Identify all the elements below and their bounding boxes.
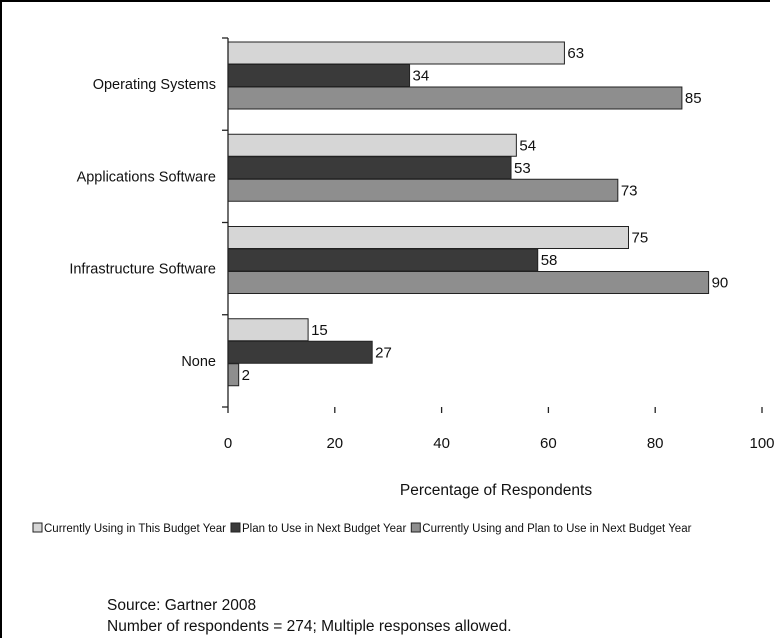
bar-applications-software-series-3 — [227, 178, 619, 202]
bar-applications-software-series-1 — [227, 133, 517, 157]
category-label-applications-software: Applications Software — [77, 169, 216, 185]
data-label-applications-software-series-1: 54 — [519, 137, 536, 154]
bar-operating-systems-series-1 — [227, 41, 565, 65]
source-line: Source: Gartner 2008 — [107, 597, 257, 614]
category-label-infrastructure-software: Infrastructure Software — [69, 262, 216, 278]
legend-swatch-series-3 — [410, 522, 421, 533]
data-label-none-series-1: 15 — [311, 322, 328, 339]
x-tick-label-40: 40 — [433, 435, 450, 452]
axes-layer: 0 20 40 60 80 100 — [222, 37, 775, 452]
respondents-note: Number of respondents = 274; Multiple re… — [107, 618, 512, 635]
category-label-operating-systems: Operating Systems — [93, 77, 216, 93]
legend-label-series-2: Plan to Use in Next Budget Year — [242, 523, 406, 535]
data-label-operating-systems-series-1: 63 — [567, 45, 584, 62]
bar-none-series-1 — [227, 318, 309, 342]
data-label-operating-systems-series-2: 34 — [413, 68, 430, 85]
data-label-infrastructure-software-series-2: 58 — [541, 252, 558, 269]
x-tick-label-0: 0 — [224, 435, 232, 452]
data-label-none-series-3: 2 — [242, 367, 250, 384]
bars-layer — [227, 41, 710, 387]
legend-label-series-3: Currently Using and Plan to Use in Next … — [422, 523, 691, 535]
x-tick-label-20: 20 — [326, 435, 343, 452]
x-tick-label-100: 100 — [749, 435, 774, 452]
data-label-infrastructure-software-series-1: 75 — [632, 230, 649, 247]
legend-swatch-series-1 — [32, 522, 43, 533]
bar-applications-software-series-2 — [227, 156, 512, 180]
bar-infrastructure-software-series-1 — [227, 226, 629, 249]
category-label-none: None — [181, 354, 216, 370]
bar-operating-systems-series-3 — [227, 86, 683, 110]
legend: Currently Using in This Budget Year Plan … — [32, 522, 692, 535]
bar-infrastructure-software-series-2 — [227, 248, 539, 272]
bar-infrastructure-software-series-3 — [227, 271, 710, 294]
data-label-none-series-2: 27 — [375, 344, 392, 361]
labels-layer: 63 34 85 Operating Systems 54 53 73 Application… — [69, 45, 728, 384]
x-tick-label-80: 80 — [647, 435, 664, 452]
data-label-operating-systems-series-3: 85 — [685, 90, 702, 107]
bar-none-series-2 — [227, 340, 373, 364]
bar-none-series-3 — [227, 363, 240, 387]
x-axis-title: Percentage of Respondents — [400, 482, 592, 499]
bar-operating-systems-series-2 — [227, 64, 411, 87]
x-tick-label-60: 60 — [540, 435, 557, 452]
data-label-infrastructure-software-series-3: 90 — [712, 275, 729, 292]
legend-swatch-series-2 — [230, 522, 241, 533]
legend-label-series-1: Currently Using in This Budget Year — [44, 523, 226, 535]
data-label-applications-software-series-3: 73 — [621, 182, 638, 199]
data-label-applications-software-series-2: 53 — [514, 160, 531, 177]
